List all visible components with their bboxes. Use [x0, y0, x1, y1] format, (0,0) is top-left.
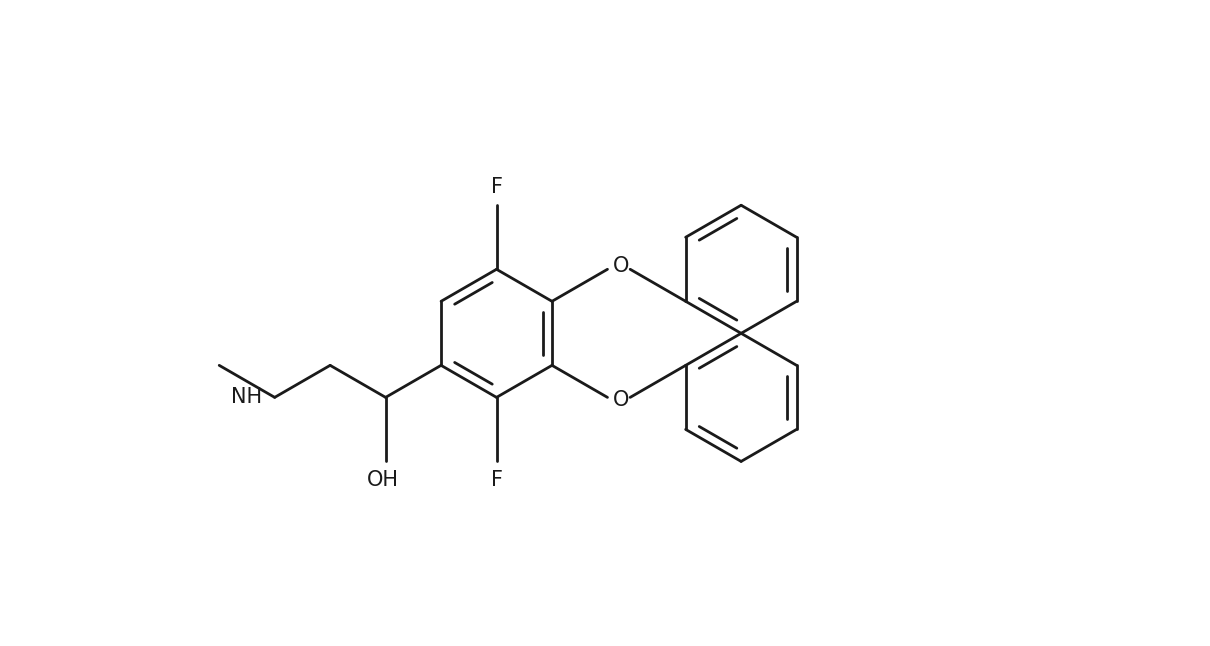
Text: O: O	[612, 390, 629, 410]
Text: F: F	[490, 177, 502, 197]
Text: O: O	[612, 256, 629, 276]
Text: F: F	[490, 470, 502, 490]
Text: NH: NH	[231, 388, 263, 408]
Text: OH: OH	[367, 470, 398, 490]
